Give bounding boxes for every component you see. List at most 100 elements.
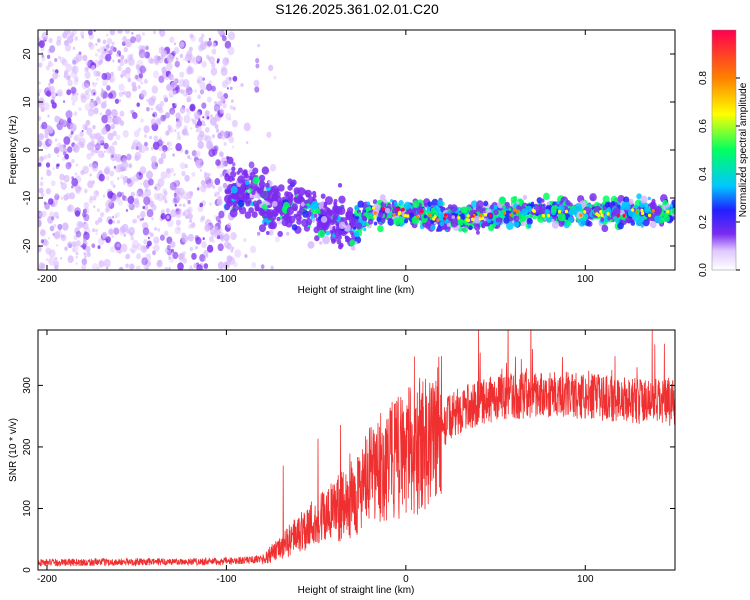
spectrogram-noise-blob — [123, 41, 126, 44]
spectrogram-x-axis-label: Height of straight line (km) — [298, 285, 415, 296]
spectrogram-signal-blob — [589, 193, 597, 202]
spectrogram-signal-blob — [355, 222, 363, 230]
spectrogram-noise-blob — [191, 171, 196, 177]
spectrogram-signal-blob — [237, 175, 245, 184]
spectrogram-noise-blob — [187, 199, 191, 205]
spectrogram-noise-blob — [59, 118, 67, 127]
spectrogram-noise-blob — [194, 235, 200, 241]
spectrogram-noise-blob — [199, 89, 205, 95]
spectrogram-noise-blob — [111, 194, 119, 203]
spectrogram-signal-blob — [502, 204, 506, 209]
spectrogram-noise-blob — [61, 234, 65, 239]
spectrogram-noise-blob — [255, 63, 260, 69]
spectrogram-noise-blob — [208, 80, 212, 85]
colorbar-gradient — [711, 29, 737, 271]
spectrogram-noise-blob — [208, 56, 215, 64]
spectrogram-noise-blob — [153, 55, 161, 64]
spectrogram-noise-blob — [145, 267, 149, 270]
spectrogram-noise-blob — [180, 89, 184, 94]
spectrogram-noise-blob — [159, 30, 162, 34]
spectrogram-noise-blob — [91, 82, 95, 85]
spectrogram-noise-blob — [129, 248, 132, 252]
spectrogram-signal-blob — [320, 208, 325, 213]
spectrogram-noise-blob — [109, 192, 117, 202]
spectrogram-noise-blob — [184, 149, 189, 155]
spectrogram-noise-blob — [91, 180, 95, 184]
spectrogram-noise-blob — [102, 194, 106, 198]
spectrogram-noise-blob — [201, 241, 207, 249]
spectrogram-noise-blob — [38, 138, 41, 142]
spectrogram-noise-blob — [176, 120, 183, 128]
spectrogram-noise-blob — [232, 162, 236, 167]
spectrogram-noise-blob — [48, 138, 53, 145]
spectrogram-noise-blob — [110, 246, 116, 253]
spectrogram-noise-blob — [118, 98, 122, 103]
spectrogram-noise-blob — [79, 131, 84, 137]
spectrogram-noise-blob — [257, 231, 261, 236]
spectrogram-noise-blob — [95, 42, 98, 47]
spectrogram-noise-blob — [154, 227, 157, 231]
spectrogram-noise-blob — [91, 263, 99, 270]
spectrogram-noise-blob — [38, 162, 42, 167]
spectrogram-noise-blob — [83, 231, 90, 241]
spectrogram-noise-blob — [75, 255, 78, 259]
spectrogram-noise-blob — [109, 170, 115, 177]
spectrogram-noise-blob — [225, 112, 232, 121]
spectrogram-noise-blob — [140, 81, 143, 85]
spectrogram-peak-blob — [373, 215, 377, 219]
spectrogram-signal-blob — [565, 199, 571, 206]
spectrogram-signal-blob — [423, 202, 428, 208]
spectrogram-peak-blob — [483, 212, 488, 217]
spectrogram-noise-blob — [38, 262, 45, 269]
spectrogram-noise-blob — [133, 130, 140, 138]
spectrogram-signal-blob — [348, 218, 353, 223]
spectrogram-noise-blob — [54, 115, 60, 123]
spectrogram-signal-blob — [313, 226, 320, 234]
spectrogram-noise-blob — [43, 239, 49, 247]
spectrogram-noise-blob — [188, 266, 194, 270]
spectrogram-signal-blob — [361, 215, 367, 221]
colorbar-tick-label: 0.2 — [698, 215, 709, 229]
spectrogram-signal-blob — [460, 206, 468, 214]
spectrogram-noise-blob — [220, 131, 227, 140]
spectrogram-noise-blob — [116, 219, 120, 224]
spectrogram-noise-blob — [206, 96, 212, 103]
spectrogram-signal-blob — [483, 217, 487, 222]
spectrogram-signal-blob — [293, 196, 298, 201]
spectrogram-heat-layer — [38, 30, 675, 270]
spectrogram-noise-blob — [45, 162, 51, 168]
spectrogram-noise-blob — [52, 233, 55, 236]
spectrogram-noise-blob — [160, 114, 166, 122]
spectrogram-signal-blob — [246, 189, 251, 194]
spectrogram-noise-blob — [63, 70, 69, 76]
spectrogram-noise-blob — [98, 60, 102, 66]
spectrogram-noise-blob — [38, 92, 41, 97]
spectrogram-noise-blob — [113, 165, 117, 169]
spectrogram-noise-blob — [125, 90, 132, 99]
spectrogram-noise-blob — [117, 163, 124, 172]
spectrogram-noise-blob — [168, 255, 172, 260]
spectrogram-noise-blob — [50, 180, 56, 187]
spectrogram-noise-blob — [104, 100, 107, 104]
spectrogram-noise-blob — [187, 155, 191, 159]
spectrogram-signal-blob — [643, 206, 651, 214]
spectrogram-noise-blob — [45, 257, 49, 262]
spectrogram-noise-blob — [208, 148, 216, 158]
spectrogram-noise-blob — [199, 130, 205, 138]
spectrogram-signal-blob — [557, 212, 566, 222]
spectrogram-noise-blob — [136, 102, 140, 107]
spectrogram-noise-blob — [146, 106, 150, 112]
spectrogram-signal-blob — [566, 220, 572, 226]
spectrogram-noise-blob — [61, 156, 66, 161]
spectrogram-signal-blob — [604, 201, 611, 208]
spectrogram-signal-blob — [654, 215, 661, 223]
spectrogram-noise-blob — [114, 215, 118, 219]
spectrogram-noise-blob — [59, 173, 65, 181]
spectrogram-noise-blob — [189, 246, 194, 252]
spectrogram-noise-blob — [219, 160, 226, 168]
spectrogram-noise-blob — [169, 167, 174, 174]
spectrogram-noise-blob — [38, 99, 45, 108]
spectrogram-signal-blob — [281, 215, 286, 220]
spectrogram-noise-blob — [97, 150, 105, 159]
spectrogram-noise-blob — [146, 208, 154, 218]
